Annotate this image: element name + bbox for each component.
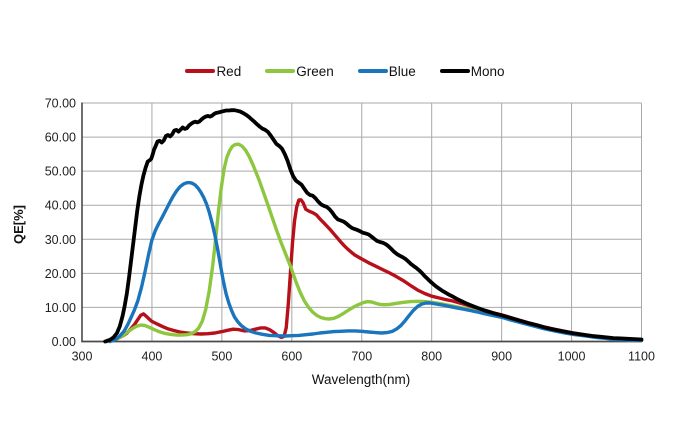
- x-tick-label: 700: [351, 350, 372, 364]
- x-tick-label: 900: [491, 350, 512, 364]
- y-tick-label: 70.00: [45, 97, 76, 111]
- legend-label-blue: Blue: [388, 63, 416, 79]
- y-tick-label: 60.00: [45, 131, 76, 145]
- legend: Red Green Blue Mono: [0, 62, 690, 80]
- x-tick-label: 300: [72, 350, 93, 364]
- mono-curve: [103, 108, 644, 344]
- y-tick-label: 20.00: [45, 267, 76, 281]
- legend-green-line-icon: [265, 69, 296, 73]
- x-tick-label: 1100: [628, 350, 655, 364]
- blue-curve: [108, 181, 644, 344]
- y-tick-label: 40.00: [45, 199, 76, 213]
- legend-label-red: Red: [216, 63, 242, 79]
- x-tick-label: 800: [421, 350, 442, 364]
- legend-red-line-icon: [185, 69, 216, 73]
- legend-blue-line-icon: [357, 69, 388, 73]
- legend-item-mono: Mono: [439, 63, 505, 79]
- legend-label-mono: Mono: [470, 63, 505, 79]
- legend-item-red: Red: [185, 64, 241, 79]
- legend-label-green: Green: [296, 63, 334, 79]
- x-tick-label: 1000: [558, 350, 586, 364]
- y-tick-label: 50.00: [45, 165, 76, 179]
- y-tick-label: 30.00: [45, 233, 76, 247]
- x-tick-label: 600: [281, 350, 302, 364]
- legend-mono-line-icon: [439, 69, 470, 73]
- y-tick-label: 10.00: [45, 301, 76, 315]
- x-axis-title: Wavelength(nm): [311, 372, 411, 387]
- legend-item-blue: Blue: [357, 63, 416, 79]
- green-curve: [106, 142, 644, 344]
- y-tick-label: 0.00: [52, 335, 76, 349]
- x-tick-label: 400: [142, 350, 163, 364]
- legend-item-green: Green: [265, 64, 334, 79]
- red-curve: [104, 198, 644, 344]
- x-tick-label: 500: [211, 350, 232, 364]
